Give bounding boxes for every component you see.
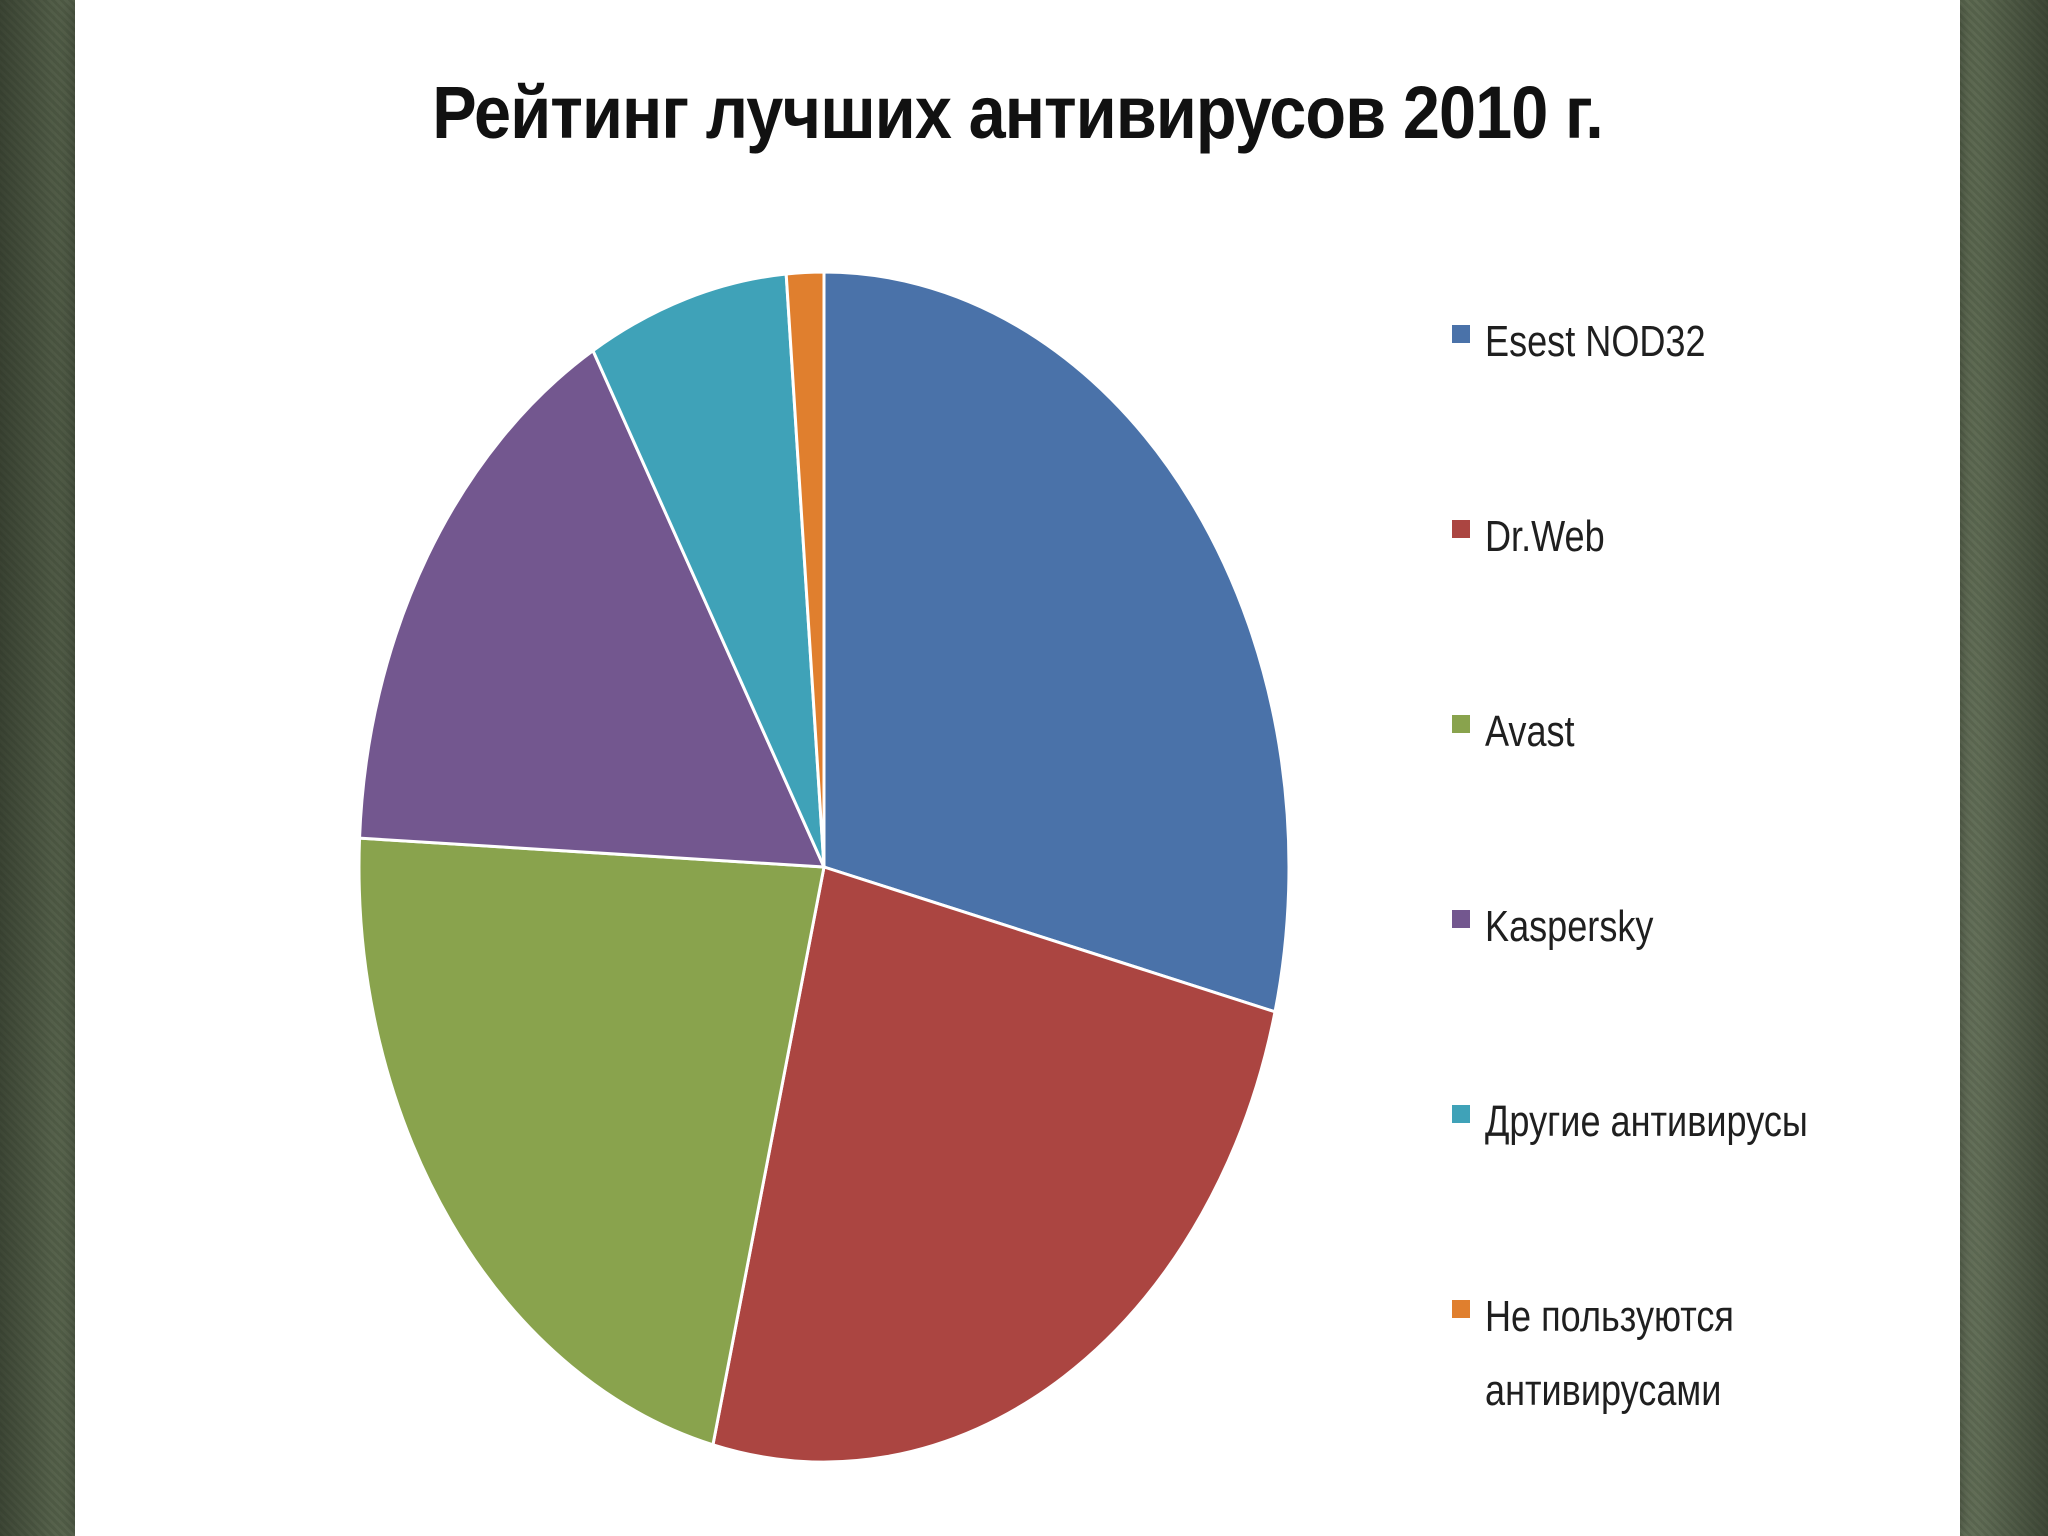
legend: Esest NOD32 Dr.Web Avast Kaspersky Другие ан… [1452,305,1952,1475]
legend-swatch [1452,1105,1470,1123]
legend-swatch [1452,520,1470,538]
backdrop-right-edge [1968,0,2048,1536]
pie-slice-esest-nod32 [822,270,1291,1014]
slide: Рейтинг лучших антивирусов 2010 г. Esest… [75,0,1960,1536]
legend-item: Не пользуются антивирусами [1452,1280,1952,1475]
legend-item: Esest NOD32 [1452,305,1952,500]
pie-slice-другие-антивирусы [591,272,826,868]
legend-swatch [1452,1300,1470,1318]
legend-item: Avast [1452,695,1952,890]
legend-label: Avast [1485,707,1575,756]
legend-item: Kaspersky [1452,890,1952,1085]
pie-chart [357,270,1291,1464]
legend-label: Другие антивирусы [1485,1097,1808,1146]
legend-swatch [1452,910,1470,928]
legend-label: Kaspersky [1485,902,1654,951]
pie-slice-kaspersky [357,348,827,869]
pie-slice-не-пользуются-антивирусами [784,270,826,868]
legend-swatch [1452,325,1470,343]
legend-label: Не пользуются антивирусами [1485,1292,1734,1415]
legend-label: Dr.Web [1485,512,1605,561]
pie-slice-avast [357,836,826,1447]
legend-item: Dr.Web [1452,500,1952,695]
pie-slice-dr-web [711,865,1277,1464]
legend-item: Другие антивирусы [1452,1085,1952,1280]
legend-swatch [1452,715,1470,733]
legend-label: Esest NOD32 [1485,317,1706,366]
chart-title: Рейтинг лучших антивирусов 2010 г. [432,71,1604,154]
backdrop-left-edge [0,0,80,1536]
